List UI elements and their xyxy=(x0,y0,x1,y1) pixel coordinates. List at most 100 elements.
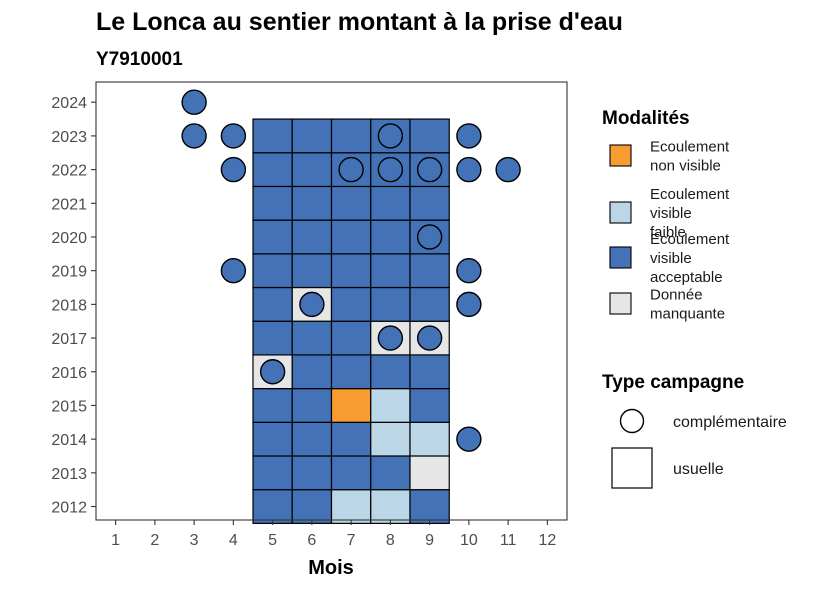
x-tick-label: 7 xyxy=(347,532,356,549)
legend-label-vf: faible xyxy=(650,224,686,241)
point-2014-10 xyxy=(456,426,482,452)
legend-key-vf xyxy=(609,201,632,224)
x-axis: 1 2 3 4 5 6 7 8 9 10 11 12 xyxy=(111,520,556,549)
legend-key-complementaire xyxy=(619,408,645,434)
heatmap-cell-2023-7 xyxy=(330,118,372,154)
legend-type-title: Type campagne xyxy=(602,372,744,393)
heatmap-cell-2016-6 xyxy=(291,354,333,390)
heatmap-cell-2019-9 xyxy=(409,253,450,289)
heatmap-cell-2021-7 xyxy=(330,185,372,221)
y-tick-label: 2016 xyxy=(51,365,87,382)
heatmap-cell-2023-5 xyxy=(252,118,293,154)
plot-area xyxy=(95,81,568,524)
point-2018-10 xyxy=(456,291,482,318)
heatmap-cell-2015-5 xyxy=(252,388,293,423)
heatmap-cell-2021-6 xyxy=(291,185,333,221)
heatmap-cell-2020-5 xyxy=(252,219,293,255)
x-tick-label: 6 xyxy=(307,532,316,549)
y-tick-label: 2021 xyxy=(51,196,87,213)
y-tick-label: 2020 xyxy=(51,230,87,247)
heatmap-cell-2023-6 xyxy=(291,118,333,154)
x-tick-label: 11 xyxy=(500,532,517,549)
heatmap-cell-2017-7 xyxy=(330,320,372,356)
heatmap-cell-2015-8 xyxy=(370,388,411,423)
heatmap-cell-2016-7 xyxy=(330,354,372,390)
legend-key-dm xyxy=(609,292,632,315)
point-2020-9 xyxy=(416,224,443,250)
heatmap-cell-2012-6 xyxy=(291,489,333,524)
legend-key-va xyxy=(609,246,632,269)
point-2018-6 xyxy=(299,291,325,318)
heatmap-cell-2014-6 xyxy=(291,421,333,457)
chart-subtitle: Y7910001 xyxy=(96,49,183,70)
point-2016-5 xyxy=(259,359,286,385)
heatmap-cell-2017-5 xyxy=(252,320,293,356)
heatmap-cell-2018-5 xyxy=(252,286,293,322)
heatmap-cell-2021-9 xyxy=(409,185,450,221)
x-tick-label: 1 xyxy=(111,532,120,549)
y-tick-label: 2023 xyxy=(51,129,87,146)
point-2023-3 xyxy=(181,123,207,149)
heatmap-cell-2014-7 xyxy=(330,421,372,457)
heatmap-cell-2014-5 xyxy=(252,421,293,457)
legend-label-nv: Ecoulement xyxy=(650,139,730,156)
point-2023-8 xyxy=(377,123,404,149)
legend-key-usuelle xyxy=(611,447,653,489)
heatmap-cell-2016-9 xyxy=(409,354,450,390)
legend-label-va: acceptable xyxy=(650,269,723,286)
legend-label-dm: manquante xyxy=(650,306,725,323)
heatmap-cell-2020-7 xyxy=(330,219,372,255)
y-tick-label: 2024 xyxy=(51,95,87,112)
heatmap-cell-2015-9 xyxy=(409,388,450,423)
x-axis-title: Mois xyxy=(308,557,354,579)
legend-label-vf: visible xyxy=(650,205,692,222)
heatmap-cell-2018-7 xyxy=(330,286,372,322)
point-2022-10 xyxy=(456,156,482,183)
heatmap-cell-2013-8 xyxy=(370,455,411,491)
heatmap-cell-2020-8 xyxy=(370,219,411,255)
y-axis: 2012 2013 2014 2015 2016 2017 2018 2019 2020 2021… xyxy=(51,95,96,517)
heatmap-cell-2014-8 xyxy=(370,421,411,457)
x-tick-label: 4 xyxy=(229,532,238,549)
x-tick-label: 2 xyxy=(150,532,159,549)
x-tick-label: 5 xyxy=(268,532,277,549)
point-2022-7 xyxy=(338,156,364,183)
point-2024-3 xyxy=(181,89,207,115)
legend-label-usuelle: usuelle xyxy=(673,461,724,478)
heatmap-cell-2019-6 xyxy=(291,253,333,289)
point-2022-8 xyxy=(377,156,404,183)
x-tick-label: 10 xyxy=(460,532,478,549)
heatmap-cell-2021-5 xyxy=(252,185,293,221)
point-2022-9 xyxy=(416,156,443,183)
chart-title: Le Lonca au sentier montant à la prise d… xyxy=(96,8,623,36)
legend-key-nv xyxy=(609,144,632,167)
point-2023-10 xyxy=(456,123,482,149)
heatmap-cell-2022-6 xyxy=(291,152,333,188)
y-tick-label: 2019 xyxy=(51,264,87,281)
heatmap-cell-2012-9 xyxy=(409,489,450,524)
point-2022-4 xyxy=(220,156,247,183)
heatmap-cell-2013-7 xyxy=(330,455,372,491)
heatmap-cell-2021-8 xyxy=(370,185,411,221)
heatmap-cell-2013-9 xyxy=(409,455,450,491)
complementaire-points xyxy=(181,89,521,452)
y-tick-label: 2015 xyxy=(51,398,87,415)
heatmap-cell-2017-6 xyxy=(291,320,333,356)
heatmap-cell-2014-9 xyxy=(409,421,450,457)
point-2022-11 xyxy=(495,156,521,183)
plot-border xyxy=(95,81,568,521)
x-tick-label: 3 xyxy=(190,532,199,549)
heatmap-cell-2019-5 xyxy=(252,253,293,289)
point-2017-9 xyxy=(416,325,443,351)
heatmap-cell-2015-7 xyxy=(330,388,372,423)
heatmap-cell-2013-6 xyxy=(291,455,333,491)
heatmap-cell-2012-7 xyxy=(330,489,372,524)
legend-label-va: Ecoulement xyxy=(650,231,730,248)
heatmap-cell-2012-5 xyxy=(252,489,293,524)
point-2017-8 xyxy=(377,325,404,351)
legend-label-complementaire: complémentaire xyxy=(673,414,787,431)
heatmap-cell-2018-8 xyxy=(370,286,411,322)
x-tick-label: 8 xyxy=(386,532,395,549)
y-tick-label: 2017 xyxy=(51,331,87,348)
